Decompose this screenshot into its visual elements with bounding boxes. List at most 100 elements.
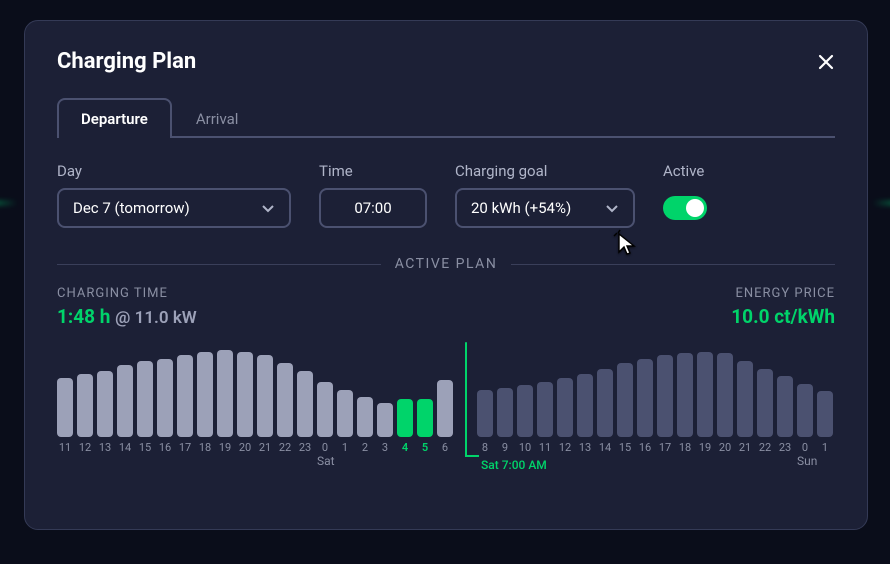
close-button[interactable] <box>817 53 835 71</box>
price-bar <box>477 390 493 438</box>
hour-label: 1 <box>817 441 833 454</box>
price-bar <box>297 371 313 438</box>
active-toggle[interactable] <box>663 196 707 220</box>
day-select[interactable]: Dec 7 (tomorrow) <box>57 188 291 228</box>
tab-arrival[interactable]: Arrival <box>172 98 263 138</box>
day-value: Dec 7 (tomorrow) <box>73 199 190 217</box>
active-label: Active <box>663 162 707 180</box>
hour-label: 20 <box>237 441 253 454</box>
time-label: Time <box>319 162 427 180</box>
hour-label: 19 <box>697 441 713 454</box>
price-bar <box>597 369 613 437</box>
price-bar <box>557 378 573 437</box>
price-bar <box>577 374 593 437</box>
day-label: Sun <box>797 454 817 468</box>
price-bar <box>537 382 553 437</box>
hour-label: 1 <box>337 441 353 454</box>
hour-label: 0 <box>797 441 813 454</box>
charging-time-label: CHARGING TIME <box>57 286 197 301</box>
price-bar <box>377 403 393 437</box>
hour-label: 15 <box>137 441 153 454</box>
hour-label: 20 <box>717 441 733 454</box>
departure-marker-label: Sat 7:00 AM <box>481 458 547 472</box>
hour-label: 17 <box>177 441 193 454</box>
price-bar <box>617 363 633 437</box>
price-bar <box>437 380 453 437</box>
hour-label: 14 <box>597 441 613 454</box>
hour-label: 0 <box>317 441 333 454</box>
close-icon <box>817 53 835 71</box>
hour-label: 23 <box>297 441 313 454</box>
price-bar <box>757 369 773 437</box>
hour-label: 11 <box>57 441 73 454</box>
hour-label: 18 <box>197 441 213 454</box>
hour-label: 15 <box>617 441 633 454</box>
goal-label: Charging goal <box>455 162 635 180</box>
goal-select[interactable]: 20 kWh (+54%) <box>455 188 635 228</box>
hour-label: 17 <box>657 441 673 454</box>
hour-label: 8 <box>477 441 493 454</box>
price-bar <box>357 397 373 437</box>
departure-marker-tick <box>465 455 479 457</box>
time-value: 07:00 <box>354 199 391 217</box>
time-input[interactable]: 07:00 <box>319 188 427 228</box>
price-bar <box>177 355 193 437</box>
charging-time-rate: @ 11.0 kW <box>115 308 197 328</box>
hour-label: 19 <box>217 441 233 454</box>
price-bar <box>717 353 733 437</box>
price-bar <box>257 355 273 437</box>
price-bar <box>57 378 73 437</box>
charging-time-value: 1:48 h <box>57 305 110 328</box>
price-bar <box>637 359 653 437</box>
hour-label: 18 <box>677 441 693 454</box>
day-label: Day <box>57 162 291 180</box>
hour-label: 6 <box>437 441 453 454</box>
tabs: Departure Arrival <box>57 96 835 138</box>
day-label: Sat <box>317 454 335 468</box>
hour-label: 12 <box>77 441 93 454</box>
price-bar <box>117 365 133 437</box>
departure-marker <box>465 342 467 457</box>
price-bar <box>517 385 533 437</box>
hour-label: 21 <box>257 441 273 454</box>
price-bar <box>677 353 693 437</box>
energy-price-value: 10.0 ct/kWh <box>731 305 835 328</box>
price-bar <box>97 371 113 438</box>
price-chart: 1112131415161718192021222301234568910111… <box>57 342 835 482</box>
price-bar <box>277 363 293 437</box>
price-bar <box>217 350 233 437</box>
hour-label: 12 <box>557 441 573 454</box>
hour-label: 11 <box>537 441 553 454</box>
tab-departure[interactable]: Departure <box>57 98 172 138</box>
divider-label: ACTIVE PLAN <box>395 256 498 272</box>
hour-label: 22 <box>757 441 773 454</box>
price-bar <box>157 359 173 437</box>
hour-label: 21 <box>737 441 753 454</box>
divider <box>57 264 381 265</box>
price-bar <box>497 388 513 437</box>
hour-label: 22 <box>277 441 293 454</box>
price-bar <box>237 352 253 438</box>
hour-label: 16 <box>157 441 173 454</box>
price-bar <box>397 399 413 437</box>
hour-label: 2 <box>357 441 373 454</box>
price-bar <box>817 391 833 437</box>
hour-label: 13 <box>577 441 593 454</box>
energy-price-label: ENERGY PRICE <box>731 286 835 301</box>
hour-label: 14 <box>117 441 133 454</box>
chevron-down-icon <box>261 201 275 215</box>
price-bar <box>317 382 333 437</box>
price-bar <box>797 384 813 437</box>
price-bar <box>737 361 753 437</box>
hour-label: 5 <box>417 441 433 454</box>
price-bar <box>657 355 673 437</box>
modal-title: Charging Plan <box>57 49 196 74</box>
divider <box>511 264 835 265</box>
goal-value: 20 kWh (+54%) <box>471 199 571 217</box>
hour-label: 9 <box>497 441 513 454</box>
hour-label: 3 <box>377 441 393 454</box>
price-bar <box>417 399 433 437</box>
price-bar <box>77 374 93 437</box>
hour-label: 23 <box>777 441 793 454</box>
price-bar <box>337 390 353 438</box>
